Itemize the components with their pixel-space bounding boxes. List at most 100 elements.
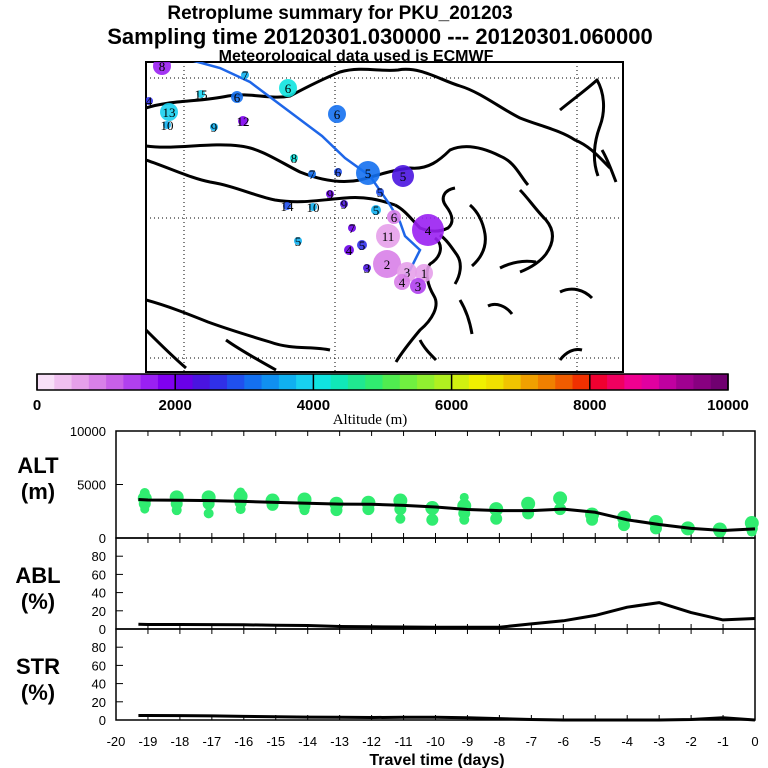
colorbar-cell: [261, 374, 280, 390]
trajectory-point: [394, 274, 410, 290]
altitude-point: [235, 504, 246, 515]
colorbar-cell: [175, 374, 193, 390]
series-line: [138, 714, 756, 722]
colorbar-cell: [106, 374, 124, 390]
trajectory-point-label: 4: [425, 223, 432, 238]
colorbar-cell: [192, 374, 211, 390]
trajectory-point-label: 6: [335, 165, 342, 180]
trajectory-point: [283, 202, 291, 210]
x-tick-label: -4: [621, 734, 633, 749]
trajectory-point: [160, 103, 178, 121]
sampling-time: Sampling time 20120301.030000 --- 201203…: [107, 24, 653, 49]
colorbar-tick-label: 6000: [435, 397, 468, 414]
colorbar-tick-label: 0: [33, 397, 41, 414]
trajectory-point-label: 13: [163, 105, 176, 120]
colorbar-tick-label: 8000: [573, 397, 606, 414]
trajectory-point: [153, 62, 171, 75]
altitude-point: [139, 488, 150, 499]
colorbar-cell: [278, 374, 297, 390]
colorbar-cell: [676, 374, 694, 390]
panel-frame: [115, 537, 756, 630]
trajectory-point-label: 2: [384, 257, 391, 272]
colorbar-cell: [693, 374, 712, 390]
trajectory-point: [357, 240, 367, 250]
trajectory-point: [363, 264, 371, 272]
trajectory-point-label: 5: [295, 234, 302, 249]
trajectory-point: [348, 224, 356, 232]
trajectory-point-label: 10: [161, 118, 174, 133]
x-tick-label: -19: [139, 734, 158, 749]
colorbar-cell: [37, 374, 55, 390]
y-axis-label: STR: [16, 654, 60, 679]
colorbar-tick-label: 4000: [297, 397, 330, 414]
series-line: [138, 601, 756, 629]
trajectory-point-label: 4: [399, 275, 406, 290]
x-tick-label: -1: [717, 734, 729, 749]
trajectory-point: [279, 79, 297, 97]
trajectory-point-label: 8: [159, 59, 166, 74]
trajectory-point: [344, 245, 354, 255]
panel-str: 0 20 40 60 80 STR(%): [16, 628, 756, 728]
trajectory-point: [309, 203, 317, 211]
figure-title: Retroplume summary for PKU_201203: [167, 3, 512, 24]
timeseries-panels: 0500010000ALT(m)020406080ABL(%)020406080…: [15, 424, 759, 728]
trajectory-point-label: 6: [285, 81, 292, 96]
y-tick-label: 20: [92, 604, 106, 619]
trajectory-point: [412, 214, 444, 246]
trajectory-point-label: 4: [346, 243, 353, 258]
trajectory-point: [415, 264, 433, 282]
colorbar-cell: [537, 374, 556, 390]
altitude-point: [459, 514, 470, 525]
x-tick-label: -9: [462, 734, 474, 749]
trajectory-point: [392, 165, 414, 187]
x-tick-label: -3: [653, 734, 665, 749]
trajectory-point-label: 3: [415, 279, 422, 294]
colorbar-cell: [140, 374, 159, 390]
trajectory-point-label: 6: [334, 107, 341, 122]
trajectory-point: [308, 170, 316, 178]
altitude-point: [203, 508, 214, 519]
colorbar-cell: [88, 374, 107, 390]
colorbar-cell: [658, 374, 677, 390]
trajectory-point-label: 14: [281, 199, 295, 214]
altitude-point: [490, 512, 503, 525]
colorbar-cell: [607, 374, 625, 390]
x-tick-label: -15: [266, 734, 285, 749]
colorbar-cell: [555, 374, 574, 390]
y-axis-label: ABL: [15, 563, 60, 588]
y-tick-label: 0: [99, 531, 106, 546]
colorbar-cell: [157, 374, 176, 390]
y-axis-unit: (%): [21, 589, 55, 614]
colorbar-cell: [451, 374, 470, 390]
trajectory-point: [326, 190, 334, 198]
x-tick-label: -5: [589, 734, 601, 749]
altitude-point: [553, 491, 568, 506]
trajectory-point: [290, 154, 298, 162]
altitude-point: [266, 498, 279, 511]
colorbar-tick-label: 10000: [707, 397, 749, 414]
colorbar-cell: [710, 374, 729, 390]
trajectory-point-label: 11: [382, 229, 395, 244]
x-axis-label: Travel time (days): [369, 752, 504, 768]
colorbar-cell: [641, 374, 660, 390]
y-tick-label: 20: [92, 695, 106, 710]
x-tick-label: -16: [234, 734, 253, 749]
colorbar-cell: [382, 374, 401, 390]
trajectory-point: [387, 210, 401, 224]
trajectory-point: [231, 91, 243, 103]
x-tick-label: -11: [395, 734, 413, 749]
x-tick-label: -20: [107, 734, 126, 749]
trajectory-point-label: 12: [237, 114, 250, 129]
altitude-colorbar: 0 2000 4000 6000 8000 10000 Altitude (m): [33, 373, 749, 428]
trajectory-point-label: 9: [211, 120, 218, 135]
altitude-point: [521, 496, 536, 511]
y-axis-label: ALT: [17, 453, 59, 478]
trajectory-point-label: 5: [373, 203, 380, 218]
x-tick-label: -14: [298, 734, 317, 749]
panel-frame: [115, 628, 756, 721]
colorbar-cell: [624, 374, 643, 390]
altitude-point: [586, 513, 599, 526]
colorbar-cell: [313, 374, 332, 390]
trajectory-point: [146, 97, 153, 105]
colorbar-tick-label: 2000: [159, 397, 192, 414]
